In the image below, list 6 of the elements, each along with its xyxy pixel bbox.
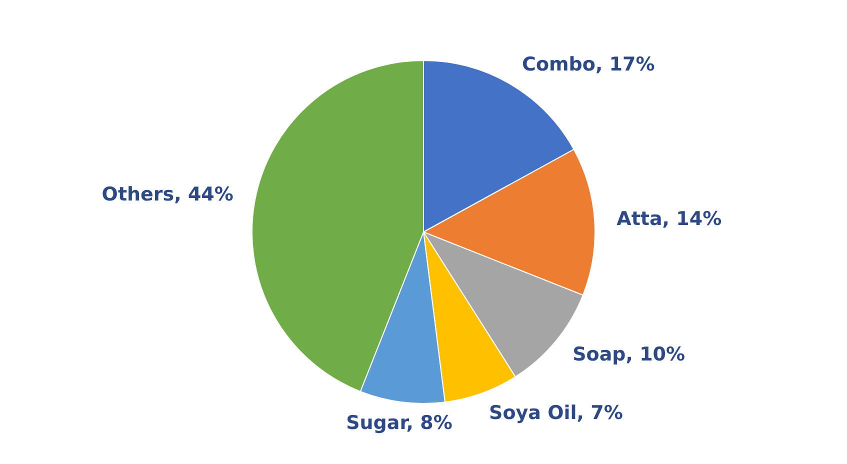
slice-label: Atta, 14% [616, 208, 722, 230]
slice-label: Sugar, 8% [346, 412, 452, 434]
slice-label: Soya Oil, 7% [489, 402, 623, 424]
slice-label: Others, 44% [102, 184, 234, 206]
slice-label: Soap, 10% [572, 343, 686, 366]
slice-label: Combo, 17% [522, 53, 655, 76]
